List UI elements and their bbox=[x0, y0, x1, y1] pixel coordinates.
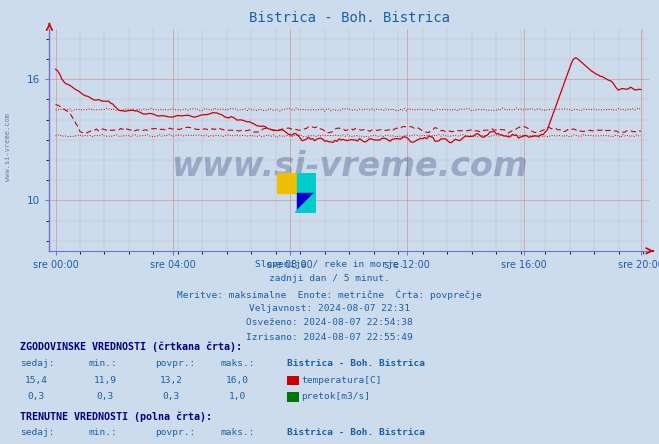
Text: Slovenija / reke in morje.: Slovenija / reke in morje. bbox=[255, 260, 404, 269]
Text: Bistrica - Boh. Bistrica: Bistrica - Boh. Bistrica bbox=[287, 428, 424, 437]
Text: www.si-vreme.com: www.si-vreme.com bbox=[5, 112, 11, 181]
Title: Bistrica - Boh. Bistrica: Bistrica - Boh. Bistrica bbox=[248, 11, 450, 25]
Text: sedaj:: sedaj: bbox=[20, 359, 54, 368]
Text: sedaj:: sedaj: bbox=[20, 428, 54, 437]
Bar bbox=[277, 173, 297, 193]
Text: 13,2: 13,2 bbox=[160, 376, 183, 385]
Text: TRENUTNE VREDNOSTI (polna črta):: TRENUTNE VREDNOSTI (polna črta): bbox=[20, 411, 212, 422]
Text: min.:: min.: bbox=[89, 428, 118, 437]
Text: zadnji dan / 5 minut.: zadnji dan / 5 minut. bbox=[269, 274, 390, 283]
Text: 0,3: 0,3 bbox=[97, 392, 114, 401]
Text: 16,0: 16,0 bbox=[226, 376, 248, 385]
Text: 1,0: 1,0 bbox=[229, 392, 246, 401]
Text: Veljavnost: 2024-08-07 22:31: Veljavnost: 2024-08-07 22:31 bbox=[249, 304, 410, 313]
Bar bbox=[297, 193, 316, 213]
Text: Osveženo: 2024-08-07 22:54:38: Osveženo: 2024-08-07 22:54:38 bbox=[246, 318, 413, 327]
Bar bbox=[295, 186, 335, 226]
Text: temperatura[C]: temperatura[C] bbox=[301, 376, 382, 385]
Text: 11,9: 11,9 bbox=[94, 376, 117, 385]
Text: ZGODOVINSKE VREDNOSTI (črtkana črta):: ZGODOVINSKE VREDNOSTI (črtkana črta): bbox=[20, 342, 242, 353]
Text: Izrisano: 2024-08-07 22:55:49: Izrisano: 2024-08-07 22:55:49 bbox=[246, 333, 413, 342]
Bar bbox=[297, 173, 316, 193]
Text: Bistrica - Boh. Bistrica: Bistrica - Boh. Bistrica bbox=[287, 359, 424, 368]
Text: povpr.:: povpr.: bbox=[155, 428, 195, 437]
Text: Meritve: maksimalne  Enote: metrične  Črta: povprečje: Meritve: maksimalne Enote: metrične Črta… bbox=[177, 289, 482, 300]
Text: 15,4: 15,4 bbox=[25, 376, 47, 385]
Text: 0,3: 0,3 bbox=[163, 392, 180, 401]
Text: maks.:: maks.: bbox=[221, 359, 255, 368]
Text: www.si-vreme.com: www.si-vreme.com bbox=[171, 150, 528, 183]
Text: pretok[m3/s]: pretok[m3/s] bbox=[301, 392, 370, 401]
Text: 0,3: 0,3 bbox=[28, 392, 45, 401]
Text: maks.:: maks.: bbox=[221, 428, 255, 437]
Text: povpr.:: povpr.: bbox=[155, 359, 195, 368]
Text: min.:: min.: bbox=[89, 359, 118, 368]
